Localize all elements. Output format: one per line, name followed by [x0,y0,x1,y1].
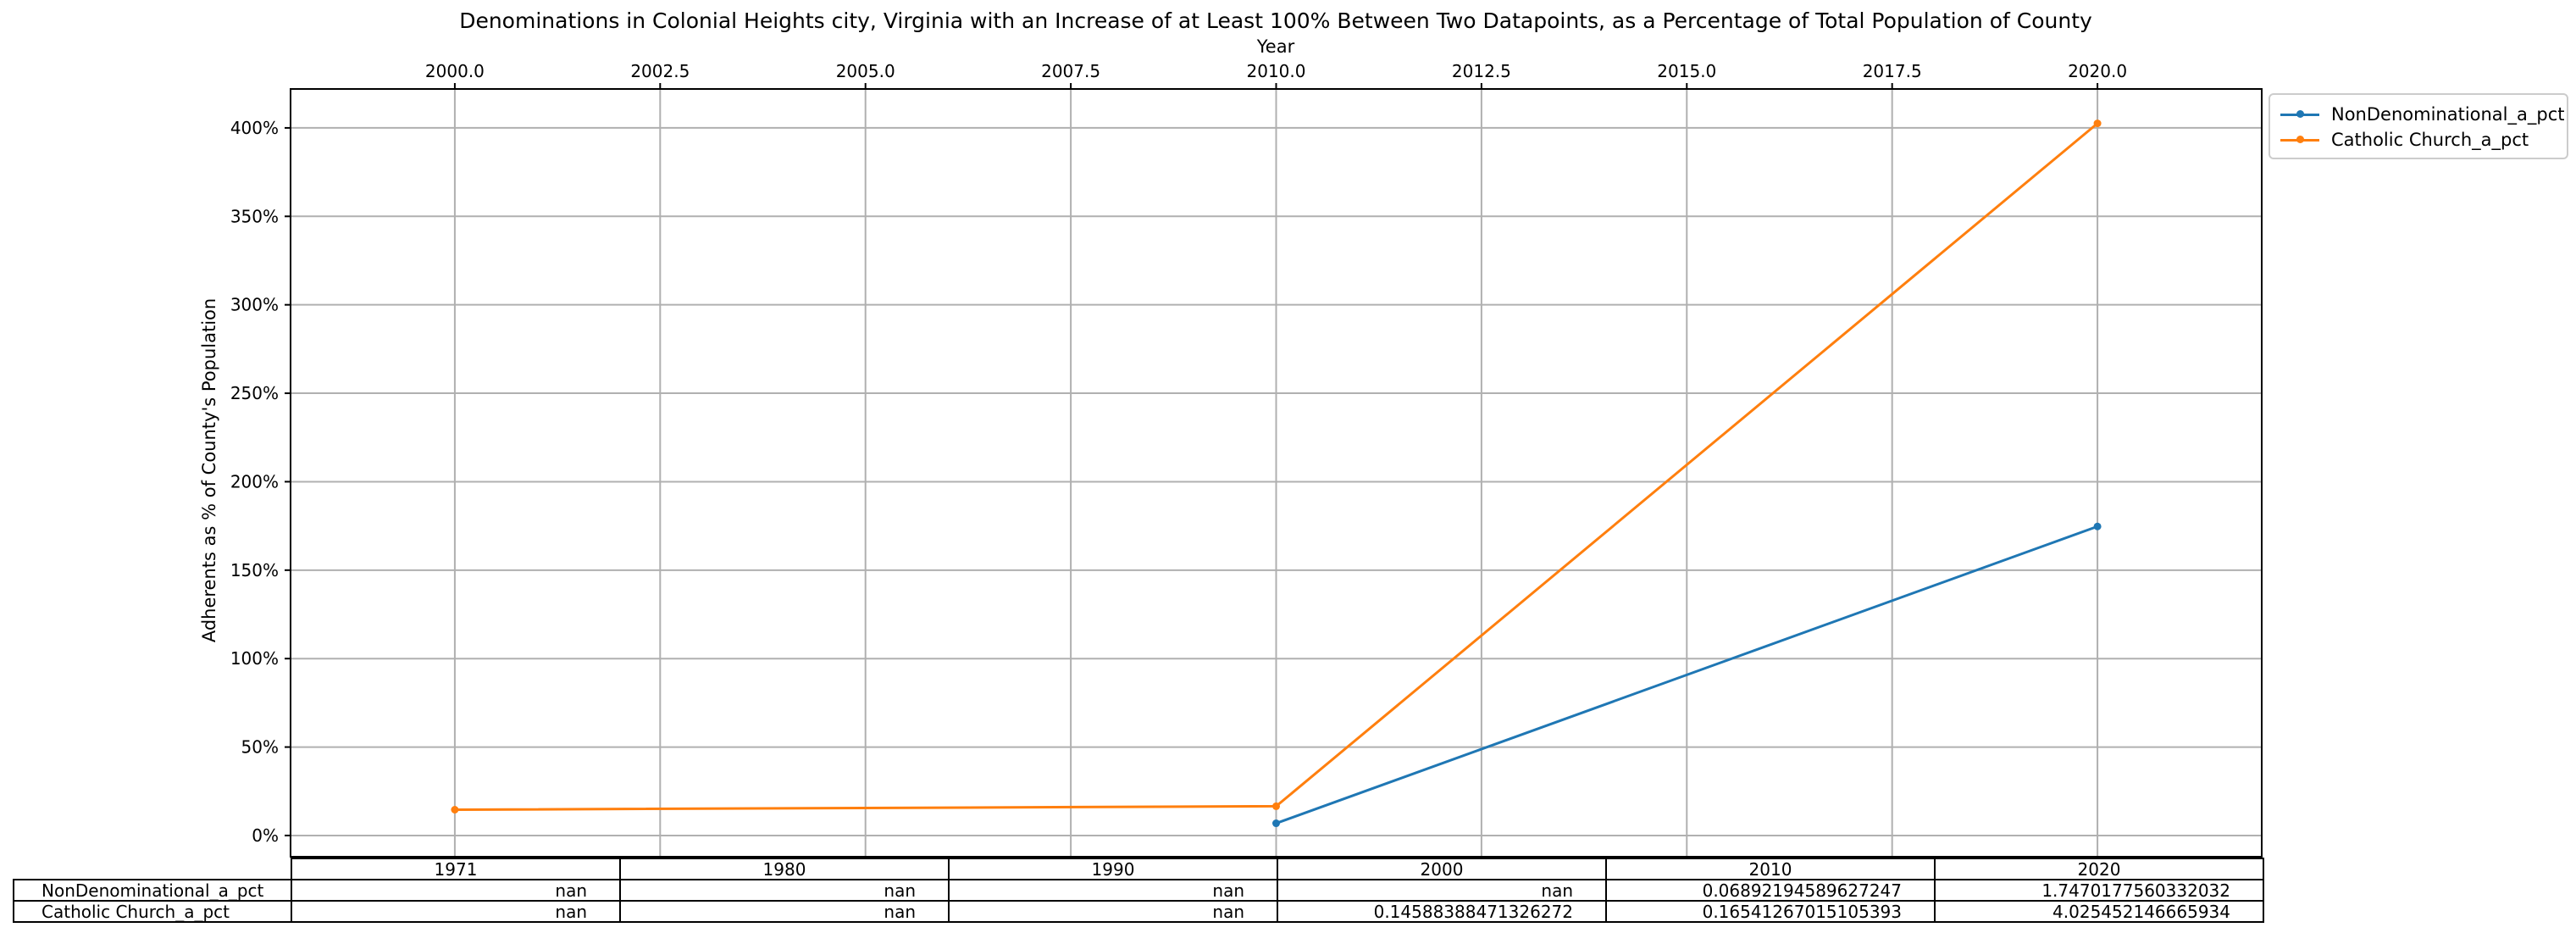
y-tick-label: 200% [230,471,279,491]
table-cell: nan [619,900,950,923]
x-axis-label: Year [1256,36,1295,57]
table-cell: nan [948,879,1278,902]
table-row: Catholic Church_a_pct nan nan nan 0.1458… [13,900,2264,923]
legend-swatch-nondenominational [2280,110,2319,118]
table-column-header: 1990 [948,858,1278,880]
table-row: NonDenominational_a_pct nan nan nan nan … [13,879,2264,902]
y-tick-label: 250% [230,383,279,403]
table-cell: nan [948,900,1278,923]
plot-area-frame [290,88,2263,858]
legend-item-nondenominational: NonDenominational_a_pct [2280,103,2565,125]
legend-item-catholic-church: Catholic Church_a_pct [2280,129,2529,151]
table-cell: 1.7470177560332032 [1934,879,2264,902]
y-axis-ticks: 0% 50% 100% 150% 200% 250% 300% 350% 400% [230,118,291,846]
series-line-0 [1275,525,2098,825]
y-tick-label: 100% [230,648,279,669]
table-cell: 0.16541267015105393 [1605,900,1936,923]
x-axis-ticks: 2000.0 2002.5 2005.0 2007.5 2010.0 2012.5 2015… [425,61,2127,89]
legend: NonDenominational_a_pct Catholic Church_… [2269,93,2568,159]
y-axis-label: Adherents as % of County's Population [199,298,219,642]
y-tick-label: 150% [230,560,279,580]
y-tick-label: 400% [230,118,279,138]
x-tick-label: 2015.0 [1657,61,1716,81]
legend-swatch-catholic-church [2280,136,2319,143]
grid-lines [291,89,2262,857]
table-cell: 4.025452146665934 [1934,900,2264,923]
x-tick-label: 2020.0 [2068,61,2127,81]
data-point [1272,802,1280,810]
chart-title: Denominations in Colonial Heights city, … [459,8,2092,33]
table-cell: nan [291,900,621,923]
x-tick-label: 2012.5 [1452,61,1511,81]
table-column-header: 2000 [1277,858,1607,880]
y-tick-label: 50% [241,737,279,758]
y-tick-label: 350% [230,206,279,226]
table-column-header: 2010 [1605,858,1936,880]
table-row-label: NonDenominational_a_pct [13,879,292,902]
legend-label-nondenominational: NonDenominational_a_pct [2331,104,2565,125]
x-tick-label: 2010.0 [1247,61,1306,81]
table-row-label: Catholic Church_a_pct [13,900,292,923]
table-corner-cell [14,858,291,880]
x-tick-label: 2005.0 [836,61,895,81]
series-group [451,119,2102,828]
table-column-header: 1980 [619,858,950,880]
table-cell: 0.14588388471326272 [1277,900,1607,923]
table-header-row: 1971 1980 1990 2000 2010 2020 [14,858,2264,880]
table-column-header: 2020 [1934,858,2264,880]
data-point [451,805,459,814]
table-cell: nan [1277,879,1607,902]
table-column-header: 1971 [291,858,621,880]
data-point [2093,119,2102,128]
y-tick-label: 300% [230,295,279,315]
x-tick-label: 2017.5 [1863,61,1922,81]
data-table: 1971 1980 1990 2000 2010 2020 NonDenomin… [13,858,2264,923]
legend-label-catholic-church: Catholic Church_a_pct [2331,130,2529,150]
table-cell: nan [619,879,950,902]
x-tick-label: 2002.5 [630,61,690,81]
x-tick-label: 2007.5 [1041,61,1100,81]
data-point [1272,819,1280,828]
y-tick-label: 0% [252,825,279,846]
table-cell: 0.06892194589627247 [1605,879,1936,902]
table-cell: nan [291,879,621,902]
x-tick-label: 2000.0 [425,61,485,81]
data-point [2093,522,2102,530]
